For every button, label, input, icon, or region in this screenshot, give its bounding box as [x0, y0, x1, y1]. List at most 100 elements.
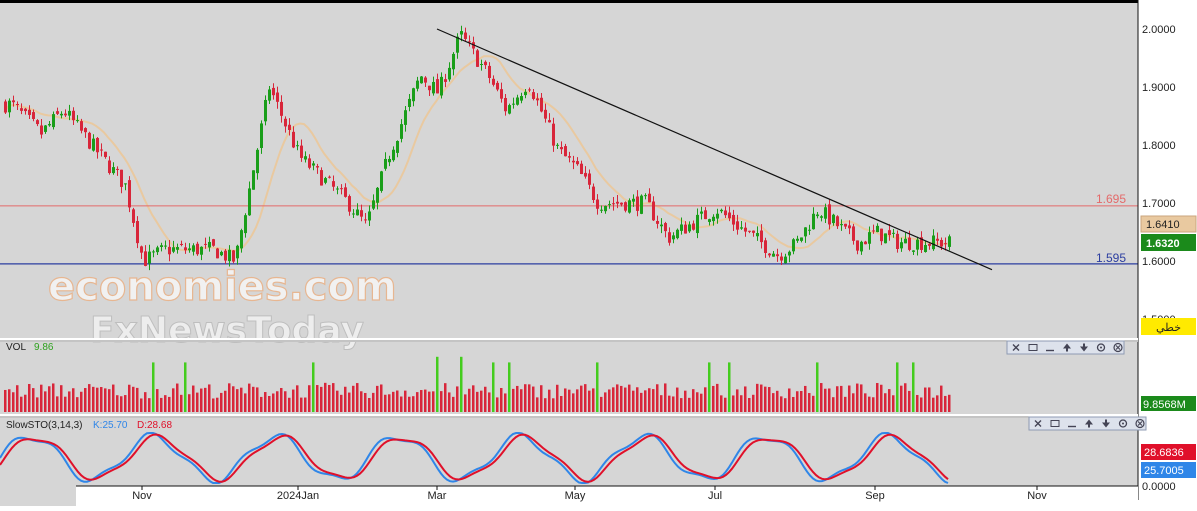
close-circle-icon[interactable]: [1135, 418, 1145, 429]
volume-bar: [36, 397, 39, 412]
volume-bar: [260, 396, 263, 412]
volume-bar: [840, 385, 843, 412]
window-icon[interactable]: [1050, 420, 1060, 427]
candle-body: [56, 111, 59, 114]
sto-zero-label: 0.0000: [1142, 481, 1176, 493]
volume-bar: [484, 386, 487, 412]
up-arrow-icon[interactable]: [1085, 419, 1093, 428]
candle-body: [420, 76, 423, 84]
volume-bar: [552, 398, 555, 412]
volume-bar: [800, 391, 803, 412]
svg-text:25.7005: 25.7005: [1144, 465, 1184, 477]
candle-body: [236, 245, 239, 259]
volume-bar: [884, 393, 887, 412]
close-icon[interactable]: [1012, 344, 1020, 351]
window-icon[interactable]: [1028, 344, 1038, 351]
candle-body: [312, 163, 315, 166]
candle-body: [584, 172, 587, 177]
candle-body: [184, 247, 187, 251]
watermark-line2: FxNewsToday: [90, 310, 364, 351]
candle-body: [704, 210, 707, 220]
candle-body: [484, 61, 487, 66]
volume-bar: [896, 362, 899, 412]
volume-bar: [712, 385, 715, 412]
volume-bar: [628, 384, 631, 412]
volume-bar: [164, 395, 167, 412]
volume-bar: [280, 387, 283, 412]
volume-bar: [104, 388, 107, 412]
volume-bar: [664, 383, 667, 412]
close-circle-glyph: [1113, 342, 1123, 353]
candle-body: [532, 92, 535, 99]
volume-bar: [216, 397, 219, 412]
volume-bar: [208, 384, 211, 412]
last-price-tag: 1.6320: [1141, 234, 1196, 251]
volume-bar: [88, 384, 91, 412]
candle-body: [900, 242, 903, 249]
volume-bar: [756, 383, 759, 412]
volume-bar: [532, 386, 535, 412]
down-arrow-icon[interactable]: [1080, 343, 1088, 352]
candle-body: [516, 97, 519, 105]
volume-bar: [804, 385, 807, 412]
candle-body: [244, 215, 247, 234]
volume-bar: [752, 394, 755, 412]
volume-bar: [820, 383, 823, 412]
candle-body: [544, 109, 547, 119]
candle-body: [368, 211, 371, 221]
volume-bar: [316, 385, 319, 412]
volume-bar: [816, 362, 819, 412]
volume-bar: [32, 388, 35, 412]
volume-bar: [560, 395, 563, 412]
volume-bar: [680, 398, 683, 412]
volume-bar: [620, 385, 623, 412]
candle-body: [8, 100, 11, 113]
volume-bar: [636, 387, 639, 412]
candle-body: [804, 227, 807, 237]
candle-body: [296, 145, 299, 147]
volume-bar: [184, 362, 187, 412]
candle-body: [780, 256, 783, 261]
candle-body: [748, 230, 751, 232]
candle-body: [608, 204, 611, 206]
candle-body: [856, 240, 859, 251]
candle-body: [436, 79, 439, 94]
volume-bar: [468, 388, 471, 412]
sto-k-label: K:25.70: [93, 420, 128, 431]
settings-icon[interactable]: [1096, 343, 1106, 352]
close-icon[interactable]: [1034, 420, 1042, 427]
volume-bar: [464, 394, 467, 412]
candle-body: [40, 125, 43, 135]
candle-body: [724, 210, 727, 216]
drawing-tool-tag[interactable]: خطي: [1141, 318, 1196, 335]
close-circle-glyph: [1135, 418, 1145, 429]
volume-bar: [432, 391, 435, 412]
volume-bar: [172, 388, 175, 412]
candle-body: [96, 137, 99, 153]
volume-bar: [676, 387, 679, 412]
down-arrow-glyph: [1080, 343, 1088, 352]
svg-text:خطي: خطي: [1156, 322, 1181, 334]
candle-body: [536, 98, 539, 101]
candle-body: [76, 120, 79, 122]
volume-bar: [152, 362, 155, 412]
candle-body: [476, 50, 479, 67]
candle-body: [280, 101, 283, 116]
volume-bar: [928, 387, 931, 412]
volume-bar: [864, 393, 867, 412]
settings-icon[interactable]: [1118, 419, 1128, 428]
up-arrow-icon[interactable]: [1063, 343, 1071, 352]
price-tick: 1.9000: [1142, 82, 1176, 94]
sto-panel-toolbar: [1028, 416, 1147, 431]
down-arrow-icon[interactable]: [1102, 419, 1110, 428]
volume-bar: [692, 389, 695, 412]
candle-body: [192, 245, 195, 252]
volume-bar: [96, 387, 99, 412]
close-glyph: [1034, 420, 1042, 427]
volume-bar: [416, 392, 419, 412]
candle-body: [788, 251, 791, 256]
close-circle-icon[interactable]: [1113, 342, 1123, 353]
candle-body: [772, 253, 775, 257]
volume-bar: [352, 385, 355, 412]
